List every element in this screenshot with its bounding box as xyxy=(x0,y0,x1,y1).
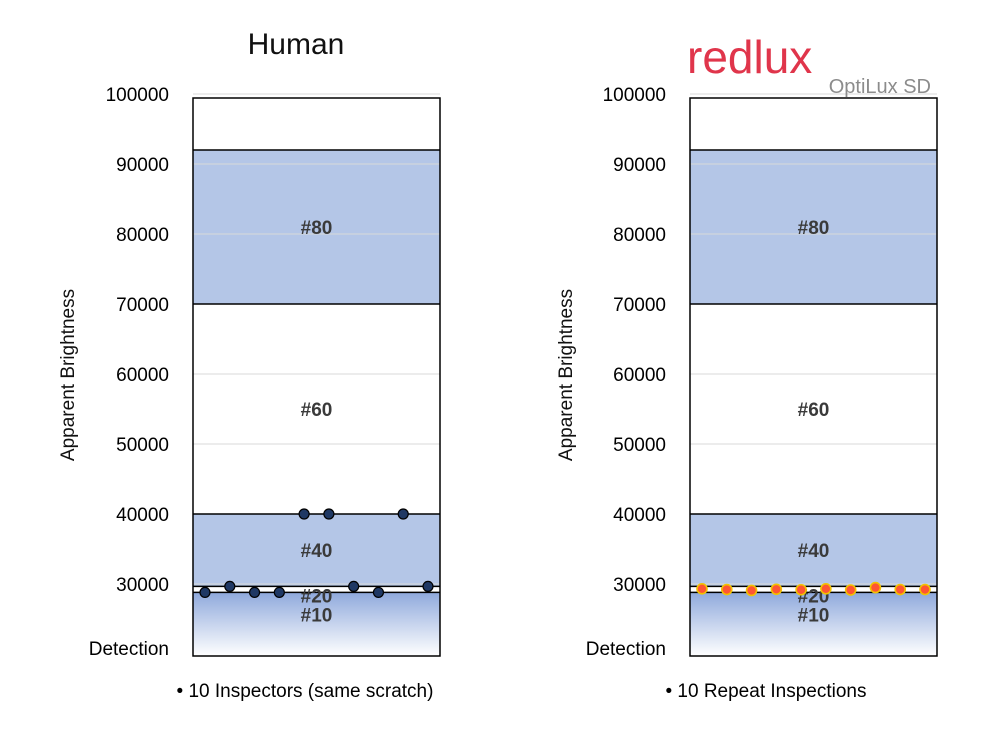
band-label-80: #80 xyxy=(798,218,830,239)
band-60 xyxy=(193,304,440,514)
plot-frame xyxy=(192,97,441,657)
y-tick-label: 30000 xyxy=(116,575,169,596)
band-label-60: #60 xyxy=(301,400,333,421)
band-40 xyxy=(690,514,937,587)
data-point xyxy=(298,508,310,520)
human-chart-panel: Human #10#20 #40 #60 #80 30000 40000 50000 600… xyxy=(58,28,441,702)
y-tick-label: 90000 xyxy=(116,155,169,176)
y-tick-label: 70000 xyxy=(613,295,666,316)
data-point xyxy=(795,583,807,596)
detection-label: Detection xyxy=(586,639,666,660)
data-point xyxy=(894,583,907,596)
y-axis-label: Apparent Brightness xyxy=(556,289,577,461)
band-label-40: #40 xyxy=(798,541,830,562)
y-tick-labels: 30000 40000 50000 60000 70000 80000 90000 10000… xyxy=(106,85,169,596)
data-point xyxy=(199,586,211,599)
band-10 xyxy=(690,592,937,656)
band-40 xyxy=(193,514,440,587)
y-tick-label: 50000 xyxy=(613,435,666,456)
band-label-10: #10 xyxy=(301,605,333,626)
band-label-layer: #10#20 #40 #60 #80 xyxy=(301,218,333,626)
band-layer xyxy=(690,150,937,656)
y-tick-label: 90000 xyxy=(613,155,666,176)
y-tick-label: 100000 xyxy=(106,85,169,106)
data-point xyxy=(844,584,857,596)
data-point xyxy=(348,580,360,593)
y-tick-label: 60000 xyxy=(116,365,169,386)
y-tick-label: 80000 xyxy=(613,225,666,246)
detection-label: Detection xyxy=(89,639,169,660)
y-tick-label: 40000 xyxy=(116,505,169,526)
data-point xyxy=(770,583,783,596)
data-point xyxy=(919,583,931,596)
data-point xyxy=(323,508,335,520)
y-tick-label: 80000 xyxy=(116,225,169,246)
chart-caption: • 10 Inspectors (same scratch) xyxy=(177,681,434,702)
logo-subtitle: OptiLux SD xyxy=(829,76,931,98)
y-tick-label: 70000 xyxy=(116,295,169,316)
band-80 xyxy=(193,150,440,304)
band-10 xyxy=(193,592,440,656)
data-point xyxy=(248,586,261,599)
data-point xyxy=(372,586,385,599)
data-point xyxy=(224,580,236,593)
data-point xyxy=(869,581,882,594)
band-20 xyxy=(193,586,440,593)
band-label-80: #80 xyxy=(301,218,333,239)
data-point xyxy=(397,508,409,520)
y-tick-label: 30000 xyxy=(613,575,666,596)
data-points xyxy=(696,581,931,597)
data-point xyxy=(273,586,285,599)
data-point xyxy=(696,582,708,595)
band-label-40: #40 xyxy=(301,541,333,562)
data-point xyxy=(745,584,758,597)
y-tick-label: 100000 xyxy=(603,85,666,106)
band-80 xyxy=(690,150,937,304)
band-20 xyxy=(690,586,937,593)
band-layer xyxy=(193,150,440,656)
chart-caption: • 10 Repeat Inspections xyxy=(665,681,866,702)
y-tick-label: 60000 xyxy=(613,365,666,386)
data-point xyxy=(422,580,434,593)
chart-title: Human xyxy=(248,28,345,61)
band-label-20: #20 xyxy=(301,586,333,607)
band-label-10: #10 xyxy=(798,605,830,626)
redlux-chart-panel: #10#20#40#60#80 300004000050000600007000… xyxy=(556,85,938,702)
y-tick-labels: 30000 40000 50000 60000 70000 80000 90000 10000… xyxy=(603,85,666,596)
plot-frame xyxy=(689,97,938,657)
band-label-60: #60 xyxy=(798,400,830,421)
y-axis-label: Apparent Brightness xyxy=(58,289,79,461)
logo-wordmark: redlux xyxy=(687,31,812,83)
redlux-logo: redlux OptiLux SD xyxy=(687,31,931,98)
band-60 xyxy=(690,304,937,514)
band-label-layer: #10#20#40#60#80 xyxy=(798,218,830,626)
data-point xyxy=(820,582,832,595)
y-tick-label: 40000 xyxy=(613,505,666,526)
data-point xyxy=(720,583,733,596)
data-points xyxy=(199,508,434,599)
y-tick-label: 50000 xyxy=(116,435,169,456)
